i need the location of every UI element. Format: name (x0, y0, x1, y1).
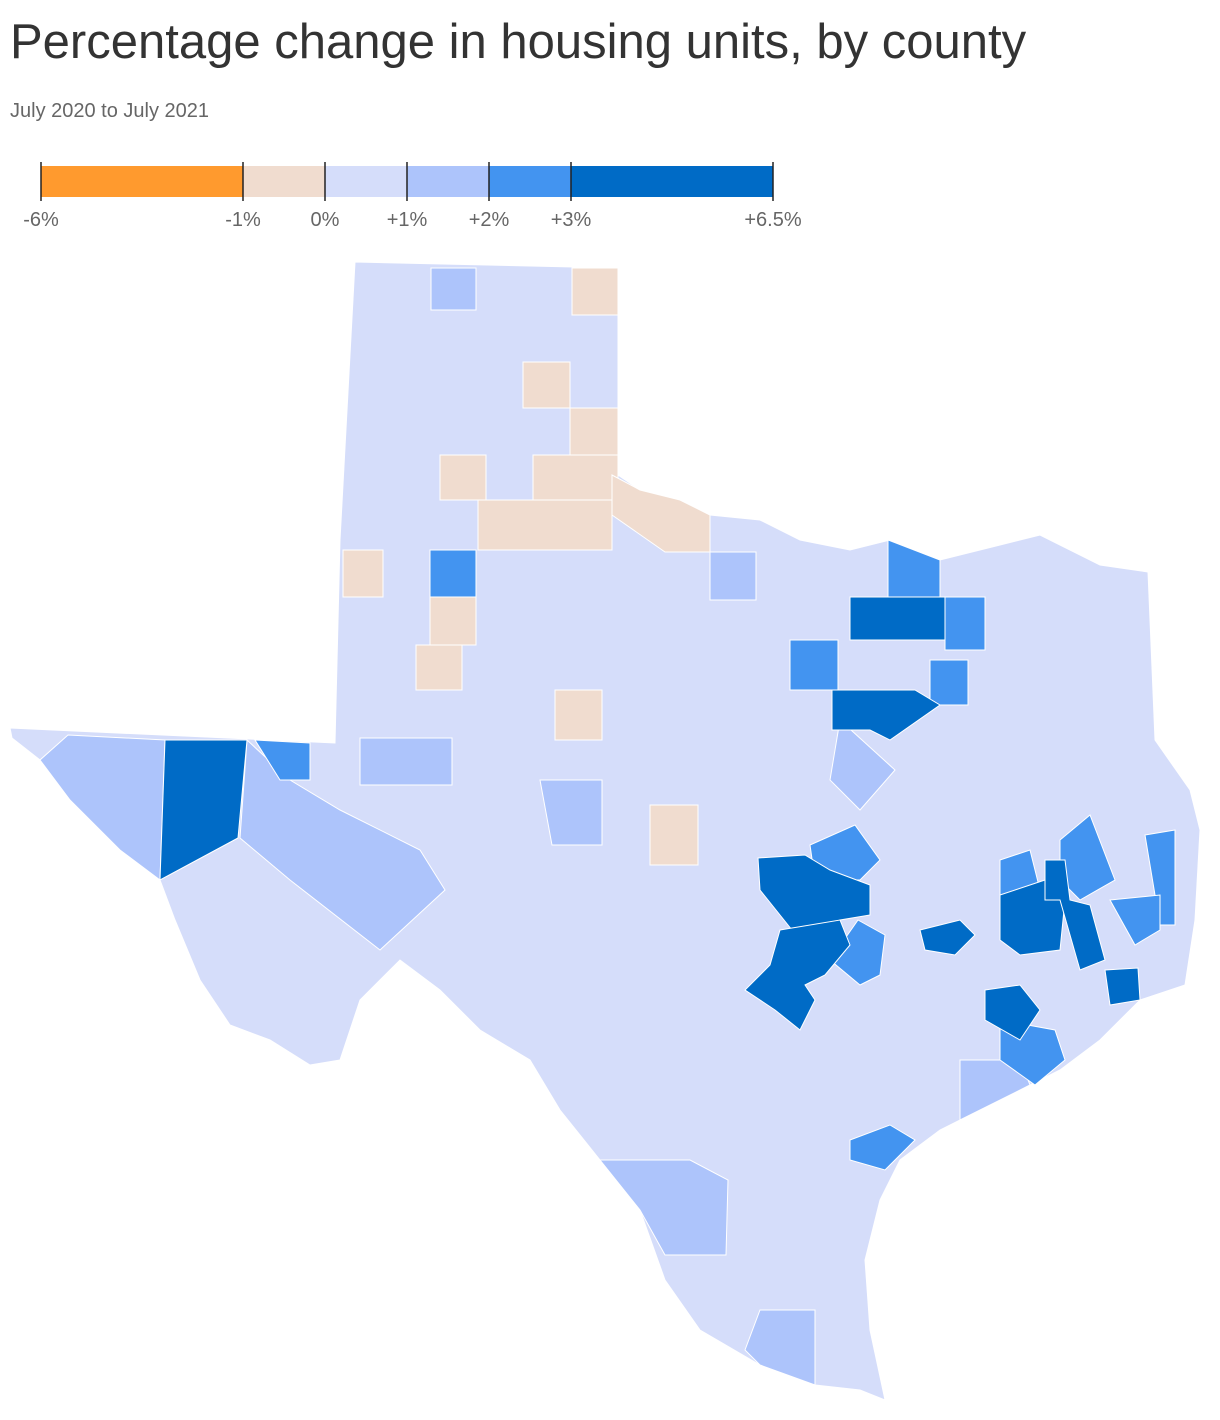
county (984, 984, 1041, 1041)
county (829, 719, 896, 811)
county (757, 854, 871, 941)
county (649, 804, 699, 866)
county (789, 639, 839, 691)
legend-tick-label: +2% (469, 209, 510, 231)
county (554, 689, 603, 741)
legend-tick-label: +6.5% (744, 209, 801, 231)
county (598, 1159, 729, 1256)
county (342, 549, 384, 598)
legend-tick-label: +1% (387, 209, 428, 231)
legend-swatch (41, 166, 243, 197)
county (439, 454, 487, 501)
county (849, 596, 946, 641)
county (929, 659, 969, 706)
county (429, 596, 477, 646)
county (1109, 894, 1161, 946)
county (744, 1309, 816, 1386)
county (254, 739, 311, 781)
title: Percentage change in housing units, by c… (10, 15, 1027, 69)
legend-tick-label: -6% (23, 209, 59, 231)
county (611, 474, 711, 553)
county (159, 739, 248, 881)
county (239, 738, 446, 951)
legend-swatch (489, 166, 571, 197)
county (919, 919, 976, 956)
map (9, 261, 1201, 1401)
county (429, 549, 477, 598)
county (569, 407, 619, 456)
county (1104, 967, 1141, 1006)
county (532, 454, 619, 501)
legend-swatch (407, 166, 489, 197)
county (39, 734, 166, 881)
legend-swatch (243, 166, 325, 197)
county (430, 267, 477, 311)
legend-tick-label: -1% (225, 209, 261, 231)
county (709, 551, 757, 601)
legend-tick-label: +3% (551, 209, 592, 231)
county (477, 499, 613, 551)
county (887, 539, 941, 598)
legend-swatch (571, 166, 773, 197)
county (831, 689, 941, 741)
county (359, 737, 453, 786)
county (849, 1124, 916, 1171)
county (539, 779, 603, 846)
county (744, 919, 851, 1031)
county (944, 596, 986, 651)
legend-swatch (325, 166, 407, 197)
county (522, 361, 571, 409)
subtitle: July 2020 to July 2021 (10, 100, 210, 122)
legend: -6% -1% 0% +1% +2% +3% +6.5% (23, 162, 802, 231)
legend-tick-label: 0% (311, 209, 340, 231)
county (571, 267, 619, 316)
county (1044, 859, 1106, 971)
county (415, 644, 463, 691)
